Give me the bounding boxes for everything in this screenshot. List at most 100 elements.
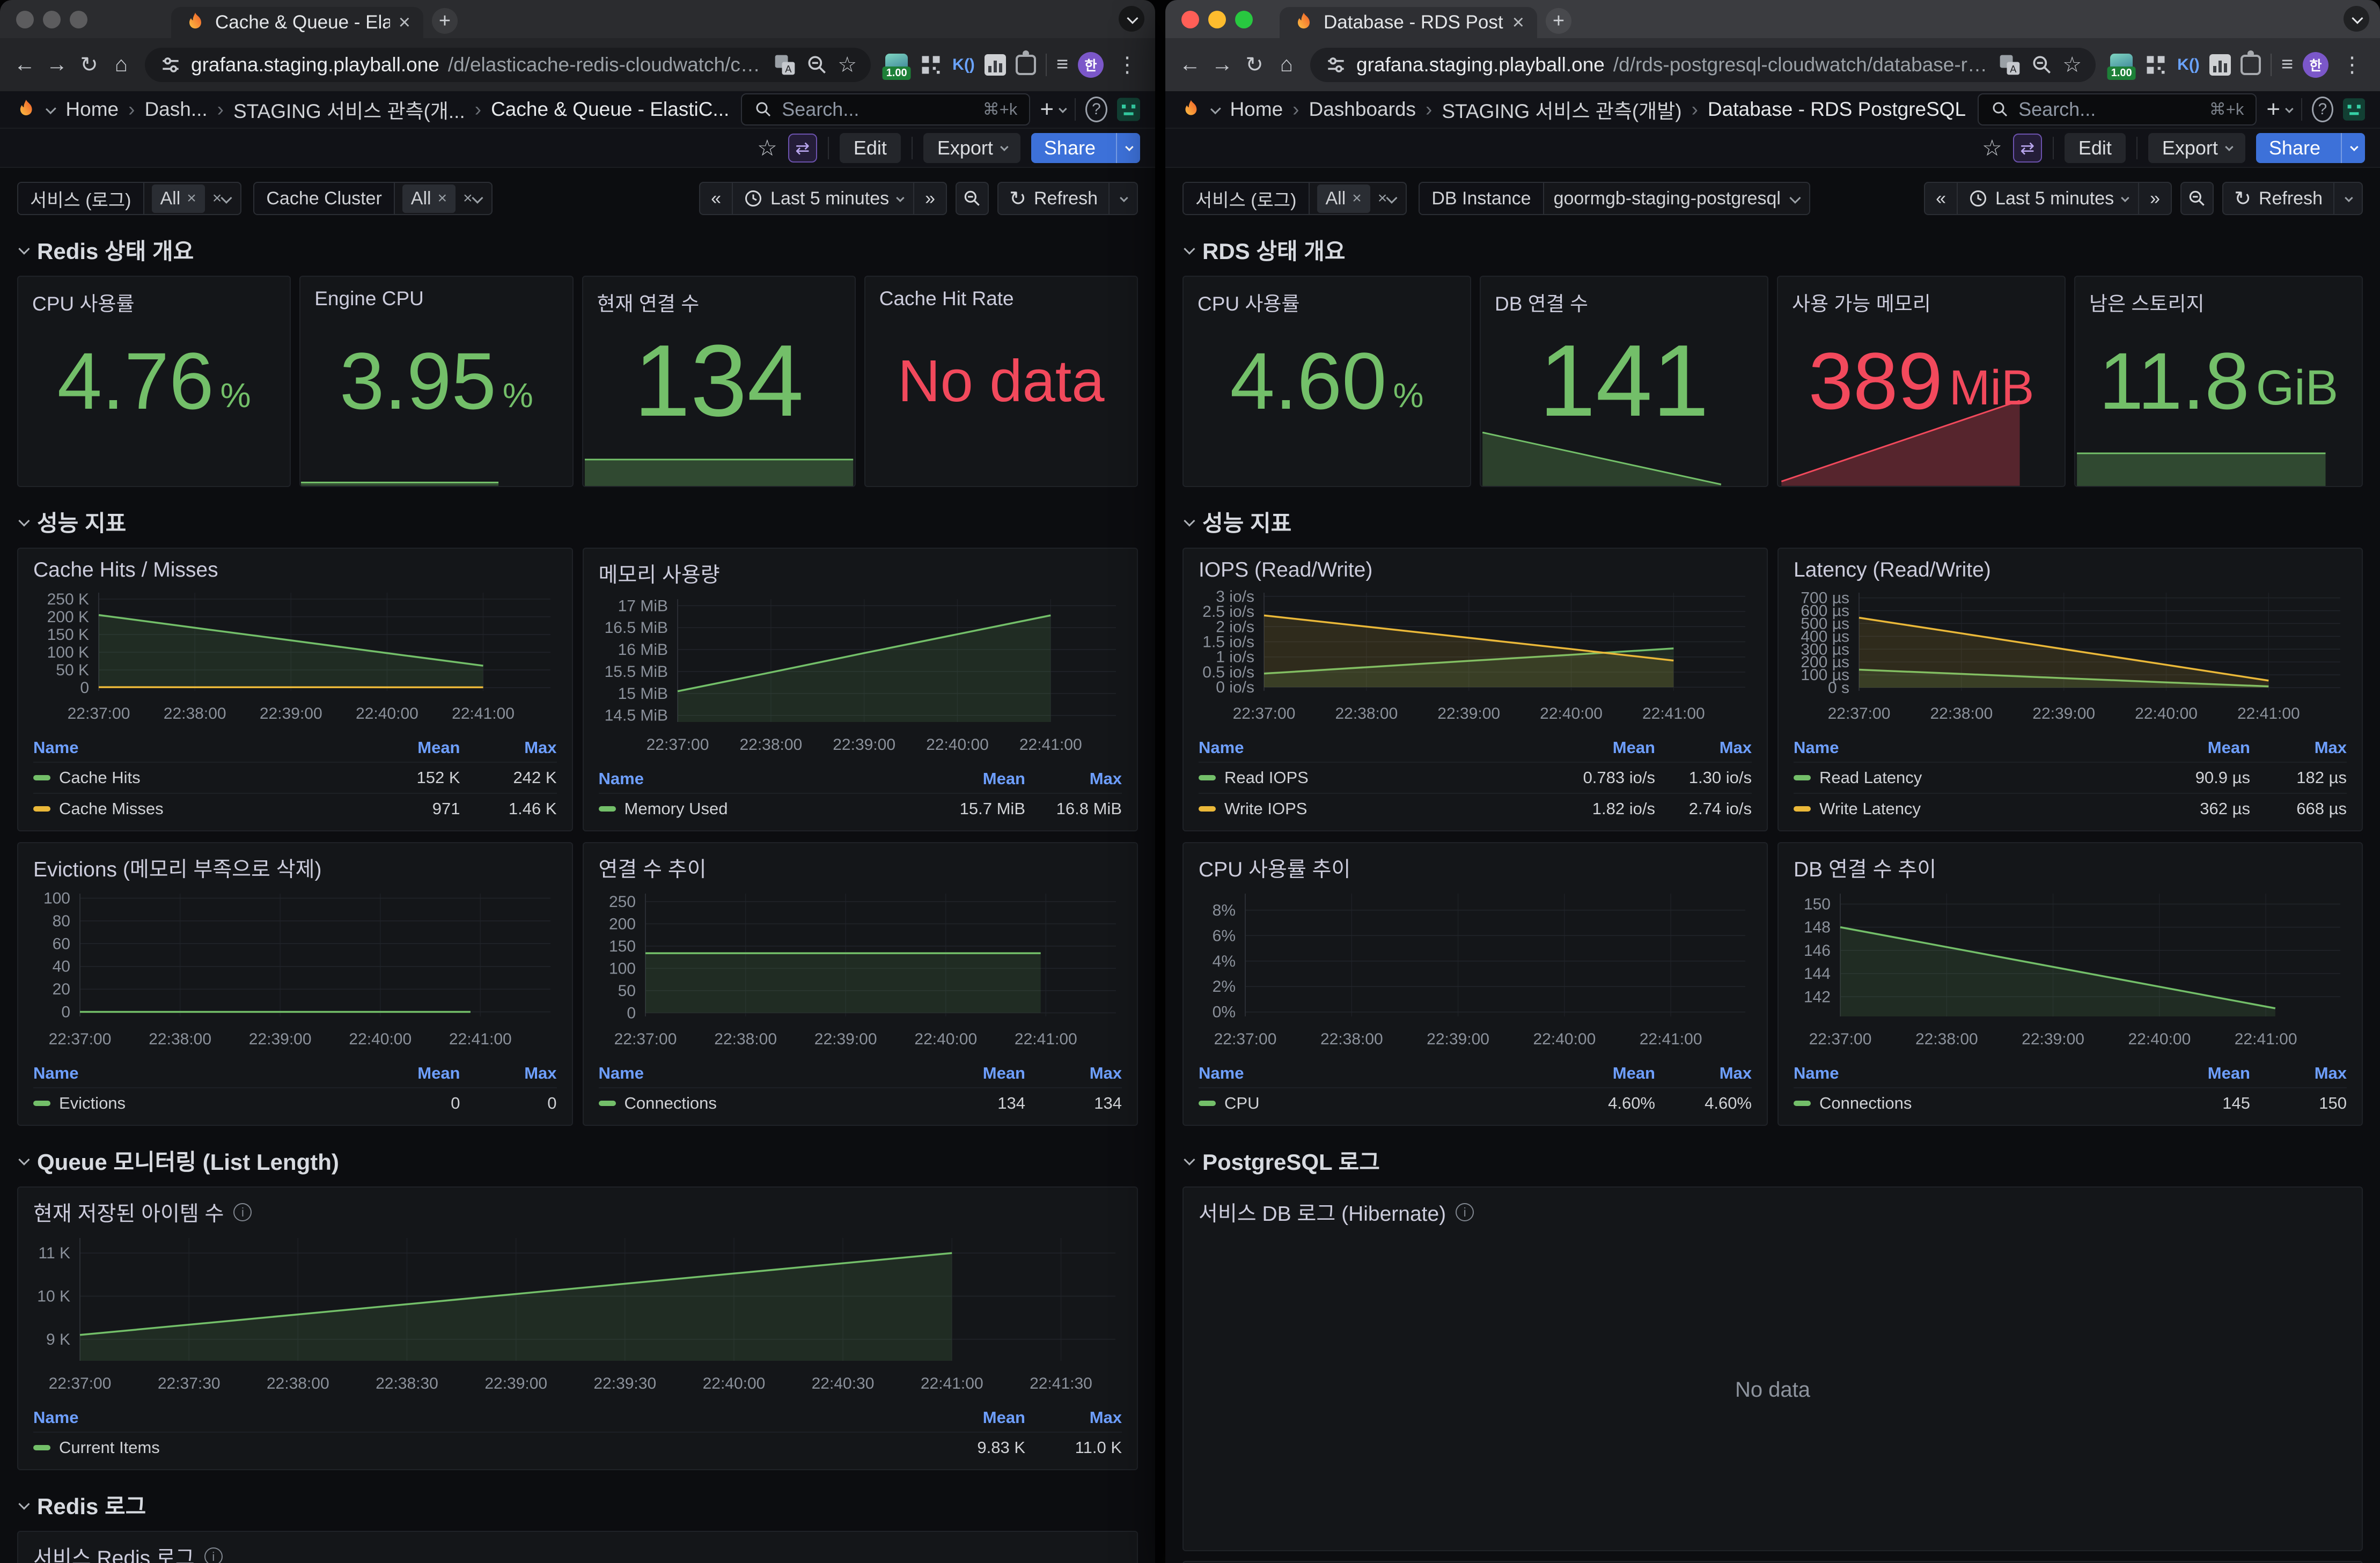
time-range-picker[interactable]: Last 5 minutes — [1957, 183, 2138, 214]
bookmark-star-icon[interactable]: ☆ — [838, 50, 857, 80]
qr-extension-icon[interactable] — [919, 53, 943, 77]
chart-canvas[interactable]: 0 s100 µs200 µs300 µs400 µs500 µs600 µs7… — [1779, 584, 2362, 736]
site-settings-icon[interactable] — [1324, 53, 1348, 77]
k-extension-icon[interactable]: K() — [2177, 56, 2200, 74]
browser-menu-icon[interactable]: ⋮ — [2338, 53, 2366, 77]
stat-panel[interactable]: Engine CPU3.95% — [299, 276, 573, 487]
legend-header-name[interactable]: Name — [599, 1064, 892, 1083]
extensions-puzzle-icon[interactable] — [2241, 55, 2261, 75]
filter-service-logs[interactable]: 서비스 (로그) All× × — [1182, 182, 1407, 215]
section-performance[interactable]: 성능 지표 — [19, 505, 1136, 538]
section-redis-overview[interactable]: Redis 상태 개요 — [19, 233, 1136, 266]
legend-row[interactable]: Current Items9.83 K11.0 K — [33, 1432, 1122, 1463]
zoom-out-page-icon[interactable] — [805, 53, 829, 77]
legend-header-mean[interactable]: Mean — [2116, 1064, 2250, 1083]
new-tab-button[interactable]: + — [1546, 8, 1571, 34]
stat-panel[interactable]: 남은 스토리지11.8GiB — [2074, 276, 2363, 487]
legend-row[interactable]: Write Latency362 µs668 µs — [1794, 793, 2347, 824]
info-icon[interactable]: i — [204, 1547, 223, 1563]
legend-header-max[interactable]: Max — [460, 1064, 557, 1083]
export-button[interactable]: Export — [2148, 133, 2245, 163]
section-postgresql-logs[interactable]: PostgreSQL 로그 — [1185, 1144, 2361, 1177]
time-forward-button[interactable]: » — [2138, 183, 2171, 214]
profile-avatar[interactable]: 한 — [2303, 52, 2328, 78]
breadcrumb-item[interactable]: Database - RDS PostgreSQL — [1706, 98, 1968, 121]
stat-panel[interactable]: CPU 사용률4.60% — [1182, 276, 1471, 487]
legend-header-mean[interactable]: Mean — [1521, 1064, 1655, 1083]
home-button[interactable]: ⌂ — [1272, 50, 1302, 80]
legend-header-mean[interactable]: Mean — [891, 1064, 1025, 1083]
breadcrumb-item[interactable]: Home — [1228, 98, 1285, 121]
chart-svg[interactable]: 14.5 MiB15 MiB15.5 MiB16 MiB16.5 MiB17 M… — [584, 591, 1137, 767]
legend-row[interactable]: Read IOPS0.783 io/s1.30 io/s — [1199, 762, 1752, 793]
filter-cache-cluster[interactable]: Cache Cluster All× × — [253, 182, 492, 215]
legend-header-max[interactable]: Max — [1025, 769, 1122, 788]
legend-header-name[interactable]: Name — [1199, 1064, 1521, 1083]
legend-header-mean[interactable]: Mean — [2116, 738, 2250, 757]
chart-svg[interactable]: 05010015020025022:37:0022:38:0022:39:002… — [584, 885, 1137, 1061]
address-bar[interactable]: grafana.staging.playball.one /d/elastica… — [145, 48, 871, 82]
reading-list-icon[interactable]: ≡ — [1056, 53, 1068, 76]
user-avatar[interactable] — [2343, 95, 2365, 123]
legend-header-name[interactable]: Name — [33, 1064, 326, 1083]
reading-list-icon[interactable]: ≡ — [2281, 53, 2293, 76]
breadcrumb-item[interactable]: Home — [63, 98, 121, 121]
chevron-down-icon[interactable] — [46, 104, 56, 114]
filter-value-tag[interactable]: All× — [152, 185, 205, 213]
search-input[interactable]: Search... ⌘+k — [741, 93, 1030, 126]
zoom-out-page-icon[interactable] — [2030, 53, 2054, 77]
chart-svg[interactable]: 0 io/s0.5 io/s1 io/s1.5 io/s2 io/s2.5 io… — [1184, 584, 1767, 736]
translate-icon[interactable]: A — [1998, 53, 2022, 77]
close-window-button[interactable] — [1181, 11, 1199, 28]
chart-svg[interactable]: 02040608010022:37:0022:38:0022:39:0022:4… — [18, 885, 572, 1061]
chevron-down-icon[interactable] — [1386, 192, 1398, 203]
user-avatar[interactable] — [1117, 95, 1140, 123]
forward-button[interactable]: → — [1207, 50, 1237, 80]
legend-row[interactable]: Write IOPS1.82 io/s2.74 io/s — [1199, 793, 1752, 824]
zoom-out-time-button[interactable] — [956, 182, 989, 215]
chart-canvas[interactable]: 0%2%4%6%8%22:37:0022:38:0022:39:0022:40:… — [1184, 885, 1767, 1061]
section-rds-overview[interactable]: RDS 상태 개요 — [1185, 233, 2361, 266]
browser-tab[interactable]: Database - RDS PostgreSQL × — [1280, 7, 1537, 38]
search-input[interactable]: Search... ⌘+k — [1978, 93, 2257, 126]
add-menu-button[interactable]: + — [1040, 96, 1065, 123]
zoom-window-button[interactable] — [70, 11, 87, 28]
legend-header-max[interactable]: Max — [1025, 1408, 1122, 1427]
browser-tab[interactable]: Cache & Queue - ElastiCache × — [171, 7, 423, 38]
chart-canvas[interactable]: 0 io/s0.5 io/s1 io/s1.5 io/s2 io/s2.5 io… — [1184, 584, 1767, 736]
legend-row[interactable]: Read Latency90.9 µs182 µs — [1794, 762, 2347, 793]
panel-toggle-button[interactable]: ⇄ — [2013, 134, 2042, 163]
tab-close-icon[interactable]: × — [1512, 12, 1524, 33]
legend-row[interactable]: Connections145150 — [1794, 1087, 2347, 1118]
extension-screenshot-icon[interactable]: 1.00 — [884, 50, 909, 80]
chart-svg[interactable]: 0%2%4%6%8%22:37:0022:38:0022:39:0022:40:… — [1184, 885, 1767, 1061]
info-icon[interactable]: i — [1456, 1203, 1474, 1221]
translate-icon[interactable]: A — [773, 53, 797, 77]
chart-canvas[interactable]: 14214414614815022:37:0022:38:0022:39:002… — [1779, 885, 2362, 1061]
extensions-puzzle-icon[interactable] — [1016, 55, 1036, 75]
window-controls[interactable] — [1165, 11, 1267, 38]
chevron-down-icon[interactable] — [1210, 104, 1221, 114]
k-extension-icon[interactable]: K() — [952, 56, 975, 74]
add-menu-button[interactable]: + — [2266, 96, 2291, 123]
tab-close-icon[interactable]: × — [399, 12, 410, 33]
qr-extension-icon[interactable] — [2144, 53, 2168, 77]
remove-value-icon[interactable]: × — [1352, 189, 1362, 208]
bookmark-star-icon[interactable]: ☆ — [2062, 50, 2082, 80]
zoom-window-button[interactable] — [1235, 11, 1253, 28]
remove-value-icon[interactable]: × — [438, 189, 447, 208]
refresh-interval-caret[interactable] — [1108, 183, 1137, 214]
edit-button[interactable]: Edit — [2065, 133, 2126, 163]
chart-svg[interactable]: 0 s100 µs200 µs300 µs400 µs500 µs600 µs7… — [1779, 584, 2362, 736]
legend-header-name[interactable]: Name — [1794, 738, 2116, 757]
filter-value-tag[interactable]: All× — [402, 185, 456, 213]
breadcrumb-item[interactable]: STAGING 서비스 관측(개발) — [1439, 95, 1684, 124]
legend-header-mean[interactable]: Mean — [326, 738, 460, 757]
breadcrumb-item[interactable]: Dashboards — [1306, 98, 1418, 121]
stat-panel[interactable]: Cache Hit RateNo data — [864, 276, 1138, 487]
chart-extension-icon[interactable] — [2209, 54, 2231, 76]
panel-toggle-button[interactable]: ⇄ — [788, 134, 817, 163]
minimize-window-button[interactable] — [43, 11, 61, 28]
legend-header-max[interactable]: Max — [2250, 1064, 2347, 1083]
legend-header-name[interactable]: Name — [33, 738, 326, 757]
